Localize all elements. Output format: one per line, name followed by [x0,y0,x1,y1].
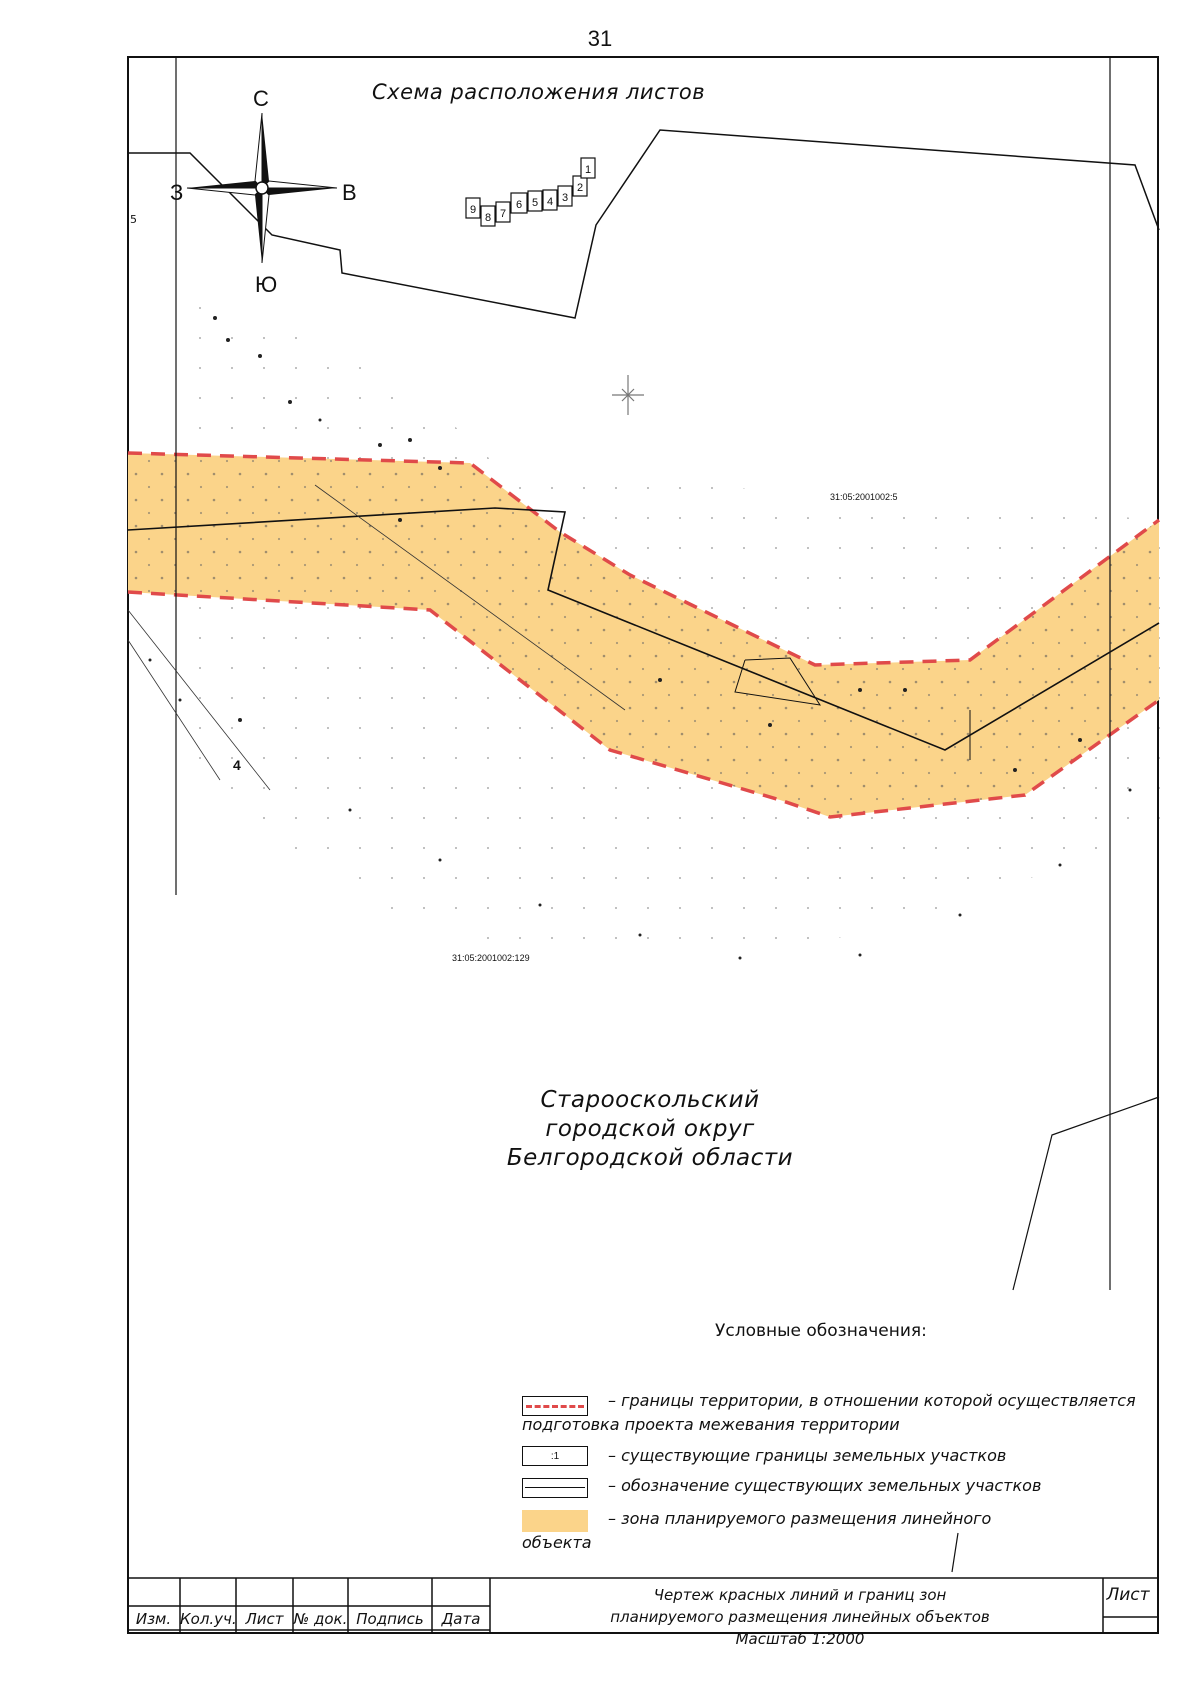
sheet-label: 4 [547,196,553,208]
sheet-label: 9 [470,204,476,216]
legend-text: объекта [522,1533,592,1552]
sheet-box-4 [542,189,558,211]
parcel-line-main [127,507,1160,751]
sheet-label: 2 [577,182,583,194]
legend-text: – обозначение существующих земельных уча… [608,1476,1042,1495]
sheet-label: 3 [562,192,568,204]
parcel-number-main: 31:05:2001002:5 [830,492,898,502]
planned-zone-dots [128,453,1159,817]
compass-north-label: С [253,86,269,111]
title-block-col-podpis: Подпись [356,1610,424,1628]
sheet-box-9 [465,197,481,219]
compass-south-label: Ю [255,272,278,297]
legend-swatch-planned-zone [522,1510,588,1532]
title-block-col-data: Дата [441,1610,481,1628]
drawing-title-line: планируемого размещения линейных объекто… [610,1608,990,1626]
sheet-box-2 [572,175,588,197]
drawing-title: Чертеж красных линий и границ зон планир… [490,1584,1110,1650]
parcel-number-south: 31:05:2001002:129 [452,953,530,963]
compass-rose [186,112,338,264]
sheet-label: 7 [500,208,506,220]
red-boundary-south [127,590,1161,819]
sheet-box-3 [557,185,573,207]
sheet-label: 5 [532,197,538,209]
title-block-col-izm: Изм. [135,1610,172,1628]
small-parcel-outline [734,657,822,706]
schema-title: Схема расположения листов [372,80,706,104]
title-block-col-list: Лист [245,1610,284,1628]
parcel-boundary-lower-right [1012,1096,1160,1291]
legend-swatch-red-boundary [522,1396,588,1416]
sheet-scheme [465,157,596,227]
marker-4-label: 4 [233,757,241,773]
title-block-col-koluch: Кол.уч. [180,1610,237,1628]
district-line: Белгородской области [506,1145,794,1171]
sheet-box-7 [495,201,511,223]
survey-marks [148,316,1132,960]
legend-pointer-line [951,1532,959,1573]
legend-swatch-parcel-box: :1 [522,1446,588,1466]
side-label: 5 [130,213,137,226]
legend-swatch-solid-line [522,1478,588,1498]
sheet-label-cell: Лист [1106,1585,1150,1605]
title-block-grid [127,1577,1159,1634]
district-line: городской округ [545,1116,755,1142]
legend-text: – зона планируемого размещения линейного [608,1509,992,1528]
compass-west-label: З [170,180,184,205]
legend-text: – границы территории, в отношении которо… [608,1391,1136,1410]
title-block-col-ndok: № док. [293,1610,348,1628]
sheet-box-1 [580,157,596,179]
sheet-box-5 [527,190,543,212]
red-boundary-north [127,451,1161,667]
drawing-frame [127,56,1159,1634]
sheet-label: 8 [485,212,491,224]
drawing-scale: Масштаб 1:2000 [735,1630,865,1648]
district-line: Старооскольский [540,1087,760,1113]
sheet-label: 6 [516,199,522,211]
left-diagonal-1 [127,609,271,791]
thin-diagonal-line [314,484,626,711]
legend-text: подготовка проекта межевания территории [522,1415,900,1434]
drawing-title-line: Чертеж красных линий и границ зон [653,1586,947,1604]
legend-text: – существующие границы земельных участко… [608,1446,1007,1465]
sheet-box-6 [510,192,528,214]
compass-east-label: В [342,180,357,205]
district-name: Старооскольский городской округ Белгород… [480,1086,820,1173]
legend-title: Условные обозначения: [715,1321,927,1341]
page-number: 31 [587,26,613,51]
sheet-box-8 [480,205,496,227]
star-marker [612,375,644,415]
left-diagonal-2 [127,639,221,781]
parcel-boundary-top [127,129,1160,319]
sheet-label: 1 [585,164,591,176]
